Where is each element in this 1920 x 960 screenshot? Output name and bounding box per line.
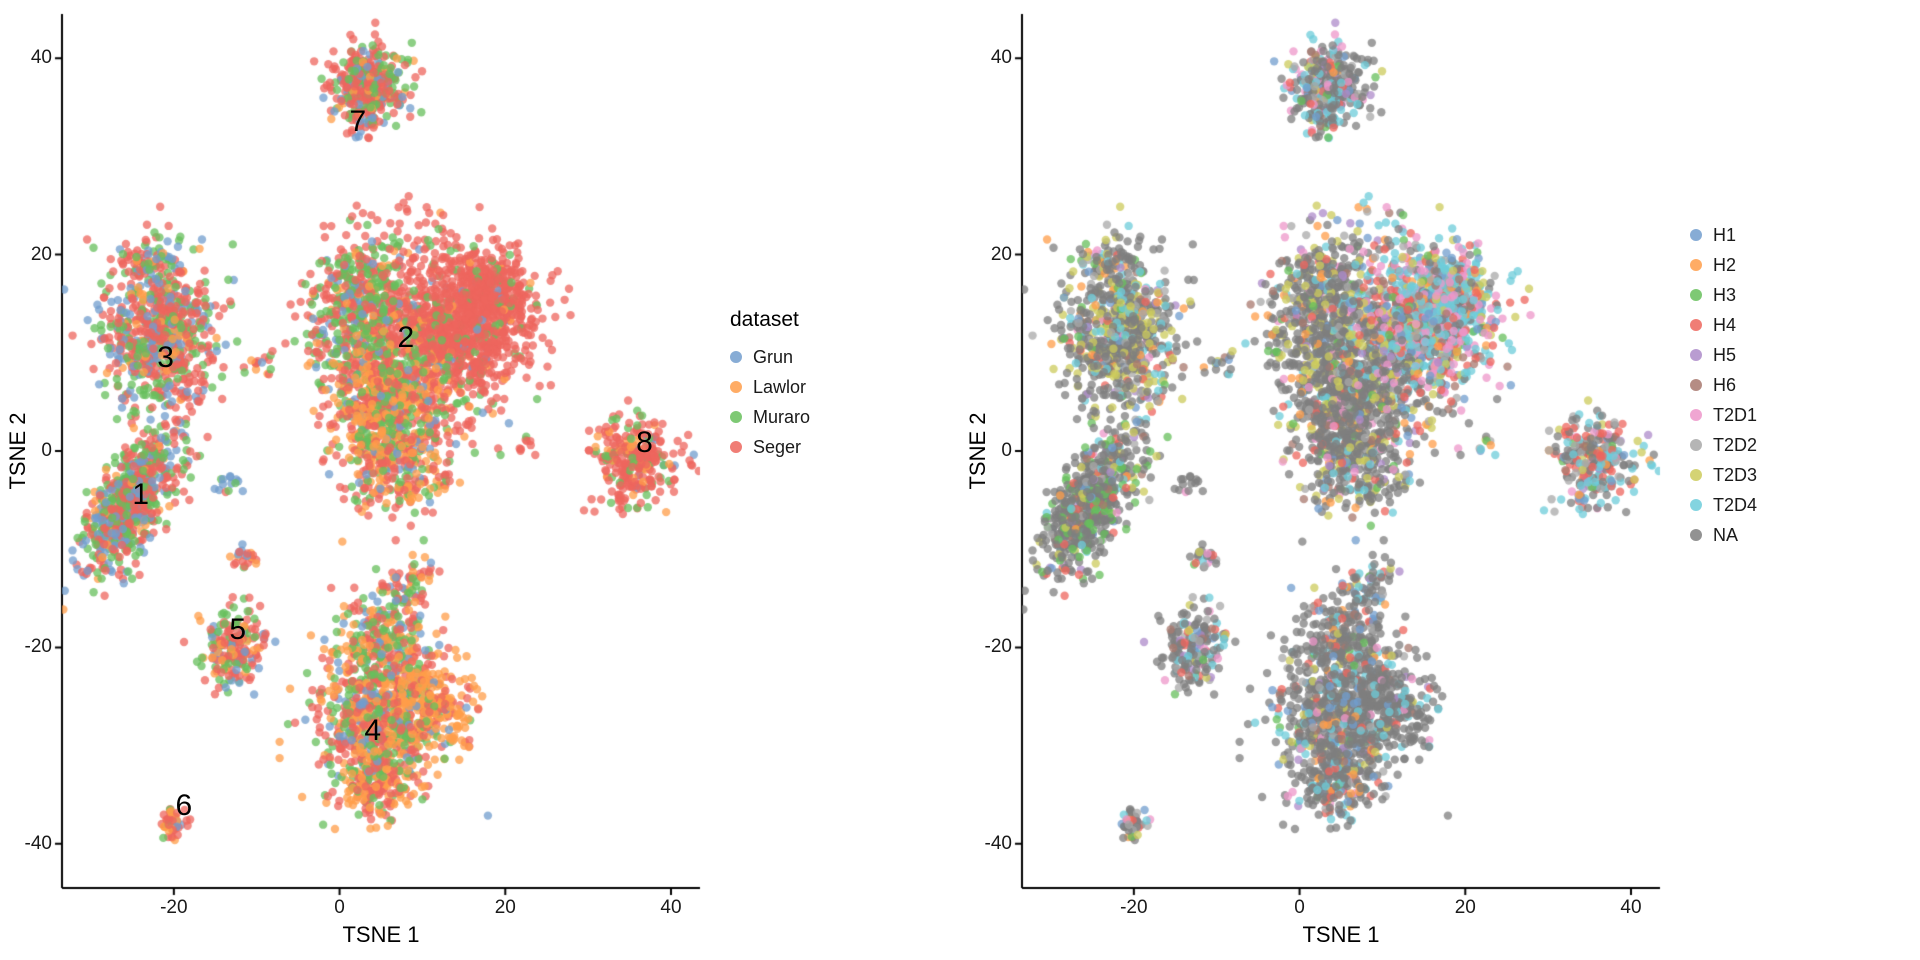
legend-item-label: T2D3 — [1713, 464, 1758, 485]
legend-key-dot — [730, 441, 742, 453]
y-axis-title: TSNE 2 — [965, 412, 990, 490]
donor-legend: H1 H2 H3 H4 H5 H6 T2D1 T2D2 T2D3 T2D4 NA — [1690, 220, 1757, 550]
legend-item-label: H6 — [1713, 374, 1737, 395]
legend-item-label: Muraro — [753, 406, 811, 427]
tsne-panel-by-donor: -20 0 20 40 -40 -20 0 20 40 TSNE 1 TSNE 2 H1 H2 H3… — [960, 0, 1920, 960]
legend-item-label: H4 — [1713, 314, 1737, 335]
scatter-canvas-donor — [960, 0, 1680, 960]
legend-item-label: H5 — [1713, 344, 1737, 365]
y-axis-title: TSNE 2 — [5, 412, 30, 490]
legend-item-label: H3 — [1713, 284, 1737, 305]
legend-item-label: NA — [1713, 524, 1739, 545]
legend-item-label: H1 — [1713, 224, 1737, 245]
legend-item-H2: H2 — [1690, 250, 1757, 280]
legend-item-T2D4: T2D4 — [1690, 490, 1757, 520]
legend-item-label: Lawlor — [753, 376, 807, 397]
legend-item-T2D2: T2D2 — [1690, 430, 1757, 460]
legend-item-NA: NA — [1690, 520, 1757, 550]
legend-item-H3: H3 — [1690, 280, 1757, 310]
legend-key-dot — [1690, 229, 1702, 241]
legend-item-label: T2D1 — [1713, 404, 1758, 425]
legend-item-Lawlor: Lawlor — [730, 372, 810, 402]
legend-item-label: H2 — [1713, 254, 1737, 275]
legend-key-dot — [1690, 349, 1702, 361]
legend-key-dot — [1690, 439, 1702, 451]
legend-item-label: Seger — [753, 436, 802, 457]
legend-item-T2D1: T2D1 — [1690, 400, 1757, 430]
x-axis-title: TSNE 1 — [1302, 922, 1380, 947]
dataset-legend: dataset Grun Lawlor Muraro Seger — [730, 308, 810, 462]
legend-item-label: T2D2 — [1713, 434, 1758, 455]
legend-item-T2D3: T2D3 — [1690, 460, 1757, 490]
legend-item-label: Grun — [753, 346, 794, 367]
legend-item-Seger: Seger — [730, 432, 810, 462]
legend-key-dot — [1690, 259, 1702, 271]
legend-key-dot — [1690, 409, 1702, 421]
legend-item-H6: H6 — [1690, 370, 1757, 400]
legend-item-H1: H1 — [1690, 220, 1757, 250]
scatter-canvas-dataset — [0, 0, 720, 960]
legend-key-dot — [1690, 499, 1702, 511]
legend-item-H5: H5 — [1690, 340, 1757, 370]
legend-key-dot — [1690, 469, 1702, 481]
legend-key-dot — [730, 381, 742, 393]
x-axis-title: TSNE 1 — [342, 922, 420, 947]
legend-item-Grun: Grun — [730, 342, 810, 372]
legend-key-dot — [1690, 319, 1702, 331]
legend-key-dot — [1690, 289, 1702, 301]
legend-key-dot — [730, 351, 742, 363]
legend-key-dot — [1690, 379, 1702, 391]
legend-key-dot — [730, 411, 742, 423]
legend-title: dataset — [730, 308, 799, 331]
legend-item-Muraro: Muraro — [730, 402, 810, 432]
legend-item-label: T2D4 — [1713, 494, 1758, 515]
legend-item-H4: H4 — [1690, 310, 1757, 340]
legend-key-dot — [1690, 529, 1702, 541]
